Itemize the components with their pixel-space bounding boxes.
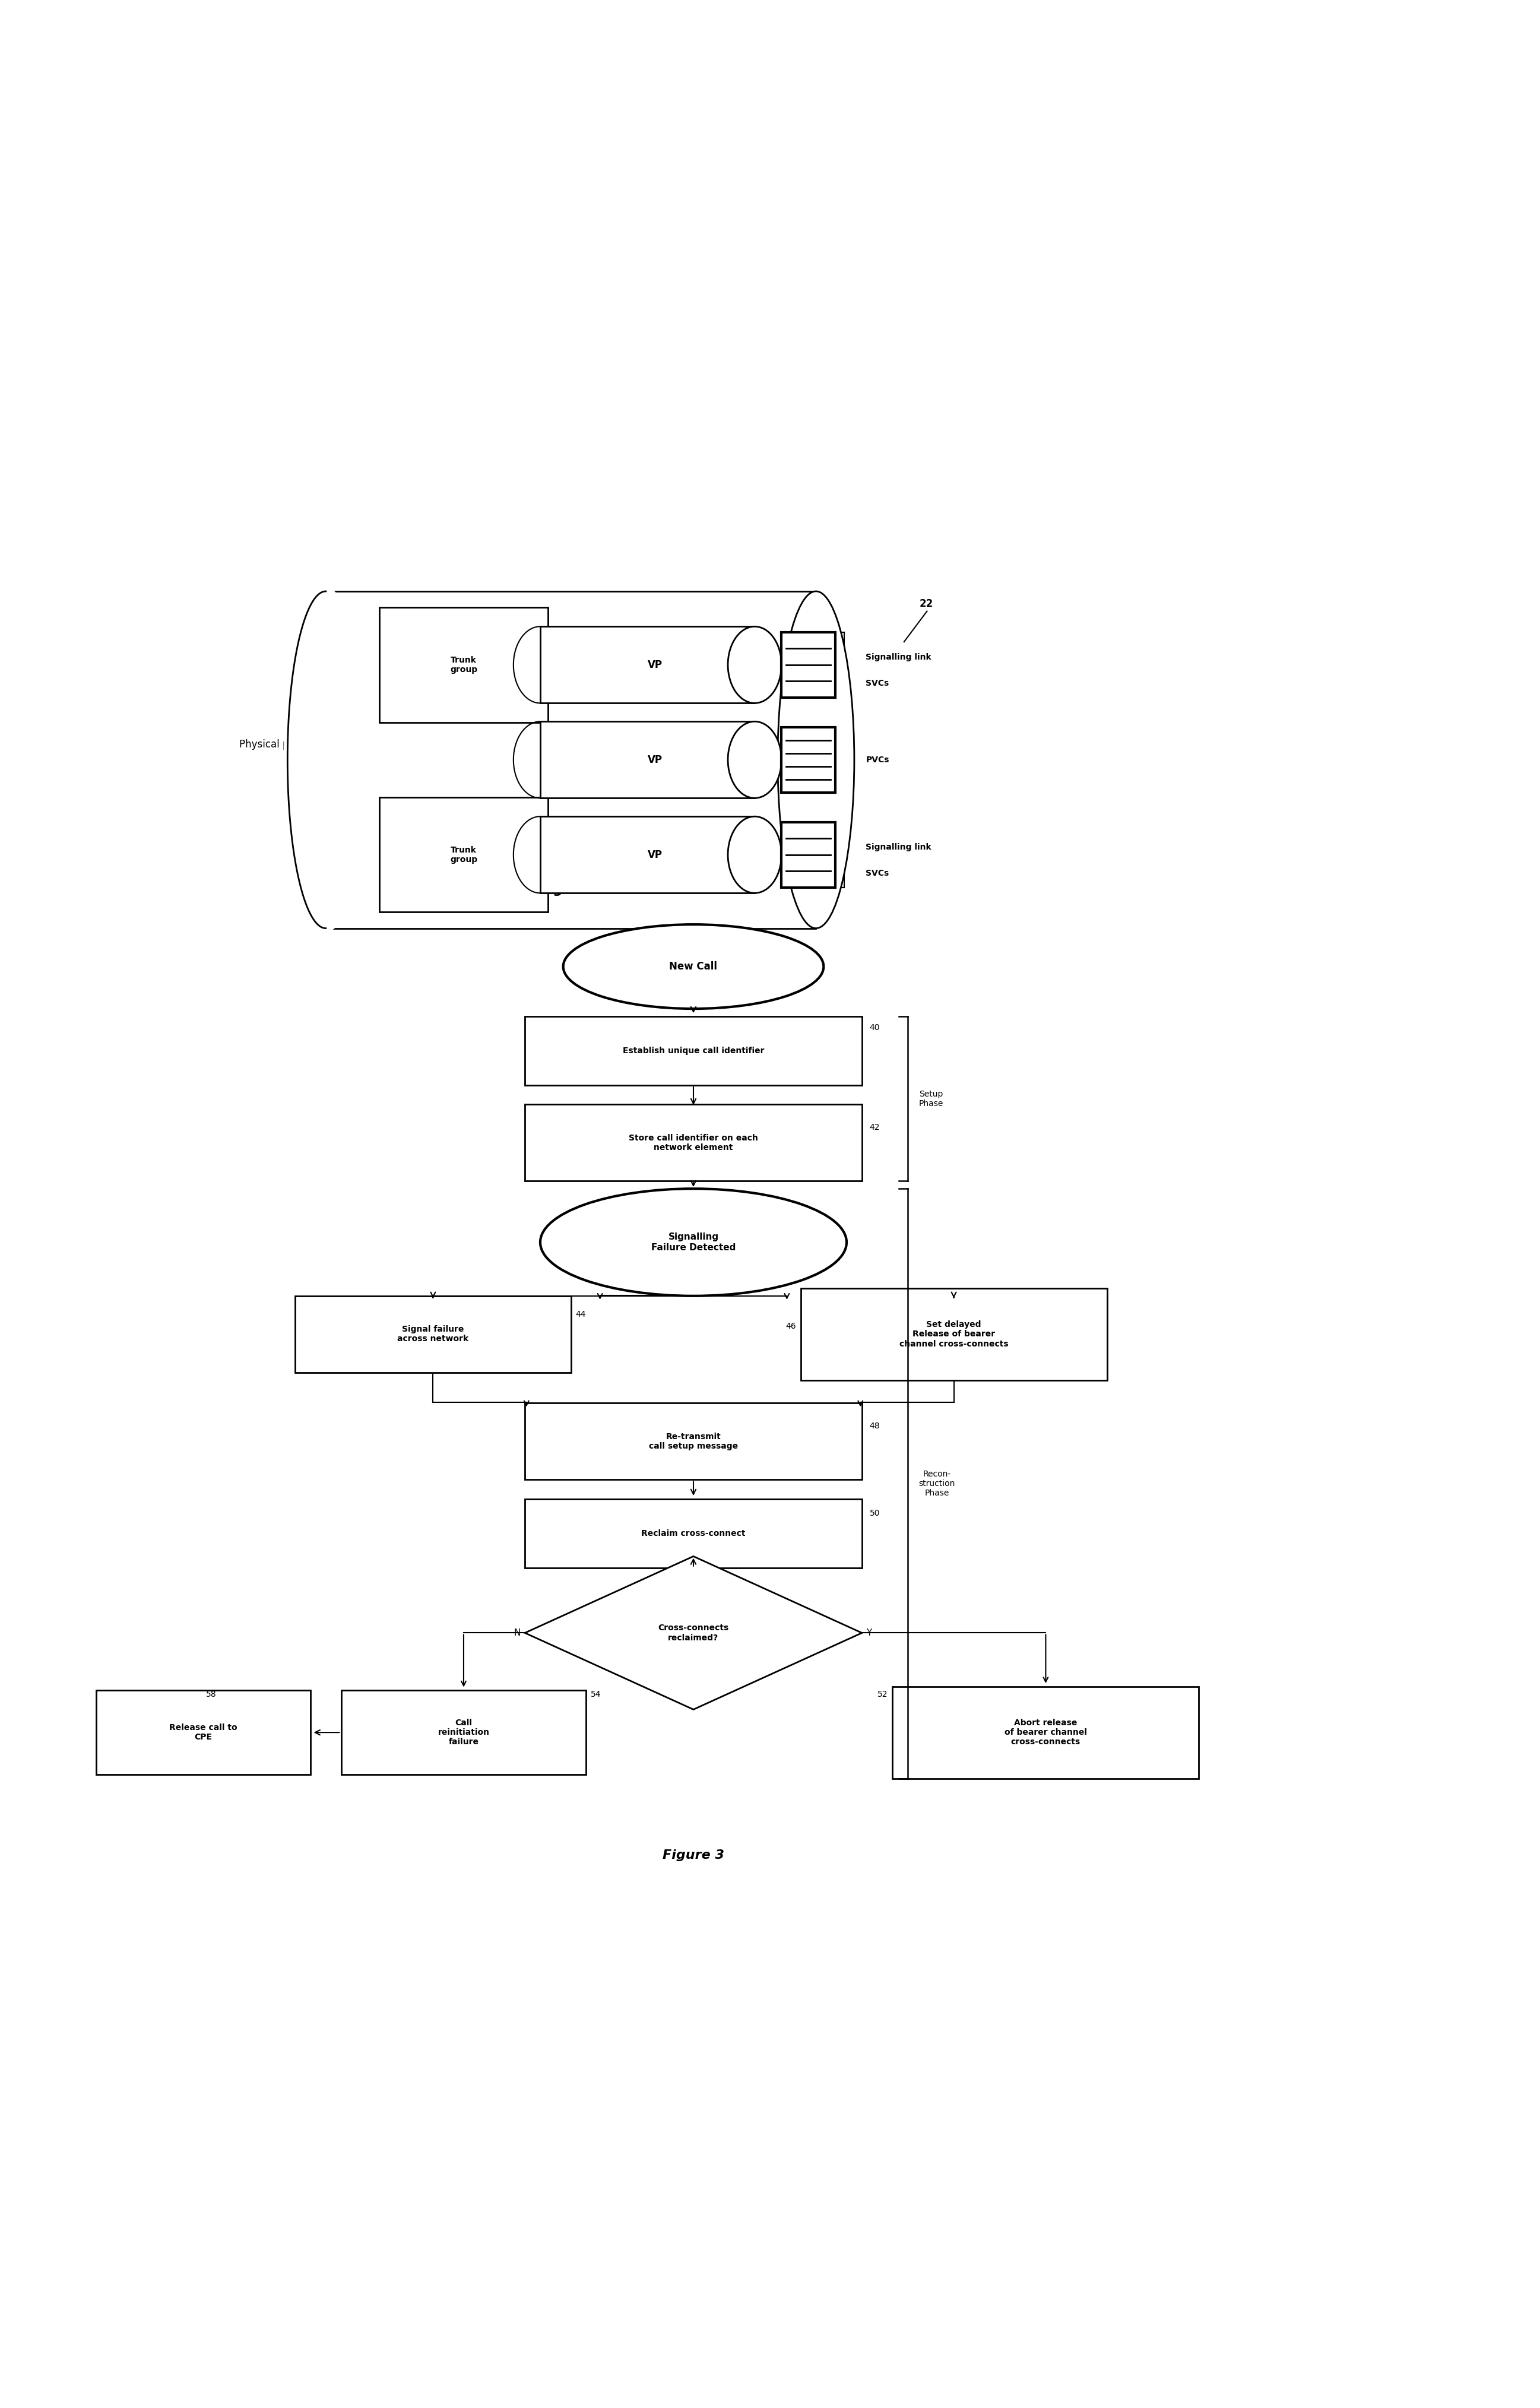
Bar — [525, 1105, 862, 1180]
Bar — [525, 1404, 862, 1481]
Bar — [95, 1690, 311, 1775]
Text: 48: 48 — [870, 1423, 879, 1430]
Ellipse shape — [778, 592, 855, 927]
Text: Setup
Phase: Setup Phase — [918, 1091, 942, 1108]
Bar — [541, 816, 755, 893]
Text: Reclaim cross-connect: Reclaim cross-connect — [641, 1529, 745, 1536]
Text: 58: 58 — [206, 1690, 216, 1698]
Text: Signalling link: Signalling link — [865, 653, 932, 662]
Ellipse shape — [541, 1190, 847, 1296]
Bar — [781, 727, 835, 792]
Bar — [326, 592, 816, 927]
Text: VP: VP — [648, 754, 662, 766]
Text: Figure 2: Figure 2 — [541, 884, 602, 896]
Text: Recon-
struction
Phase: Recon- struction Phase — [918, 1469, 955, 1498]
Text: Y: Y — [867, 1628, 872, 1637]
Text: Establish unique call identifier: Establish unique call identifier — [622, 1047, 764, 1055]
Bar — [379, 797, 548, 913]
Text: Store call identifier on each
network element: Store call identifier on each network el… — [628, 1134, 758, 1151]
Bar — [781, 633, 835, 698]
Text: 50: 50 — [870, 1510, 879, 1517]
Bar — [801, 1288, 1107, 1380]
Text: N: N — [513, 1628, 521, 1637]
Ellipse shape — [728, 626, 781, 703]
Bar — [296, 1296, 571, 1373]
Text: New Call: New Call — [670, 961, 718, 973]
Text: 40: 40 — [870, 1023, 879, 1033]
Text: Trunk
group: Trunk group — [450, 845, 477, 864]
Bar — [541, 626, 755, 703]
Text: VP: VP — [648, 660, 662, 669]
Text: 46: 46 — [785, 1322, 796, 1332]
Ellipse shape — [728, 722, 781, 797]
Bar — [893, 1686, 1200, 1780]
Text: Trunk
group: Trunk group — [450, 655, 477, 674]
Polygon shape — [525, 1556, 862, 1710]
Text: Call
reinitiation
failure: Call reinitiation failure — [437, 1719, 490, 1746]
Text: Re-transmit
call setup message: Re-transmit call setup message — [648, 1433, 738, 1450]
Text: VP: VP — [648, 850, 662, 860]
Ellipse shape — [283, 588, 368, 932]
Text: PVCs: PVCs — [865, 756, 889, 763]
Bar — [340, 1690, 587, 1775]
Text: 42: 42 — [870, 1122, 879, 1132]
Text: SVCs: SVCs — [865, 679, 889, 686]
Text: Figure 3: Figure 3 — [662, 1849, 724, 1861]
Text: Signalling
Failure Detected: Signalling Failure Detected — [651, 1233, 736, 1252]
Bar — [525, 1016, 862, 1086]
Text: Signalling link: Signalling link — [865, 843, 932, 852]
Text: Cross-connects
reclaimed?: Cross-connects reclaimed? — [658, 1623, 728, 1642]
Text: Physical port: Physical port — [239, 739, 303, 749]
Text: Set delayed
Release of bearer
channel cross-connects: Set delayed Release of bearer channel cr… — [899, 1320, 1009, 1348]
Text: SVCs: SVCs — [865, 869, 889, 877]
Bar — [525, 1498, 862, 1568]
Bar — [541, 722, 755, 797]
Ellipse shape — [728, 816, 781, 893]
Text: 52: 52 — [878, 1690, 889, 1698]
Text: Signal failure
across network: Signal failure across network — [397, 1324, 468, 1344]
Bar — [379, 607, 548, 722]
Text: 22: 22 — [919, 597, 933, 609]
Ellipse shape — [564, 925, 824, 1009]
Ellipse shape — [288, 592, 363, 927]
Bar — [781, 821, 835, 886]
Text: Release call to
CPE: Release call to CPE — [169, 1724, 237, 1741]
Text: 44: 44 — [576, 1310, 585, 1320]
Text: Abort release
of bearer channel
cross-connects: Abort release of bearer channel cross-co… — [1004, 1719, 1087, 1746]
Text: 54: 54 — [591, 1690, 601, 1698]
